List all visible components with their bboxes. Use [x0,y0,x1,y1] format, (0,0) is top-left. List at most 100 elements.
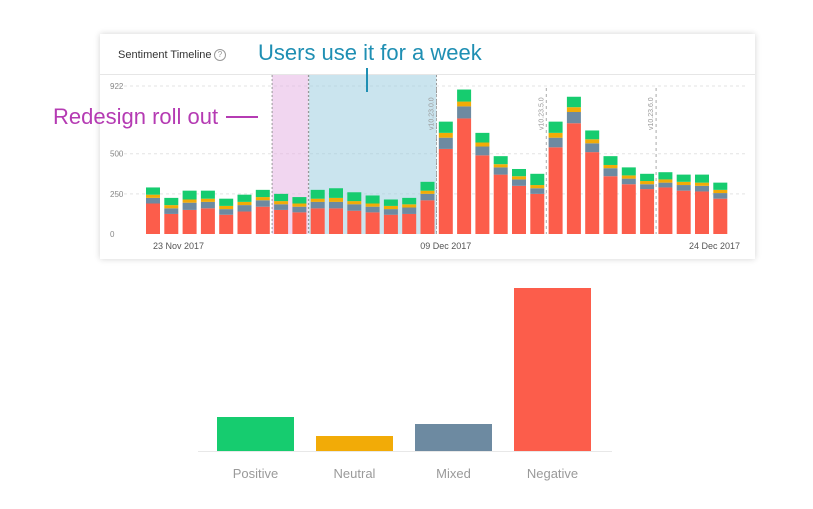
bar-segment-mixed [164,208,179,214]
y-tick-label: 250 [110,190,124,199]
bar-segment-positive [420,181,435,191]
bar-segment-neutral [164,205,179,209]
bar-segment-mixed [493,167,508,175]
bar-segment-mixed [200,201,215,209]
version-marker-label: v10.23.5.0 [538,97,545,130]
bar-segment-mixed [383,209,398,215]
bar-segment-neutral [255,197,270,201]
annotation-redesign: Redesign roll out [53,104,219,129]
bar-segment-negative [512,185,526,234]
bar-segment-positive [274,193,289,202]
bar-segment-negative [695,191,709,234]
bar-segment-neutral [676,181,691,186]
bar-segment-neutral [274,201,289,205]
bar-segment-neutral [695,182,709,186]
bar-segment-positive [548,121,563,133]
summary-category-label: Negative [527,466,578,481]
bar-segment-mixed [402,207,417,214]
bar-segment-mixed [603,168,618,177]
bar-segment-negative [475,155,490,234]
x-tick-label: 23 Nov 2017 [153,241,204,251]
bar-segment-negative [365,212,380,234]
bar-segment-negative [438,148,453,234]
bar-segment-mixed [255,200,270,207]
bar-segment-positive [200,190,215,199]
bar-segment-mixed [621,178,636,185]
bar-segment-neutral [438,132,453,138]
bar-segment-neutral [182,199,197,203]
summary-bar-negative [514,288,591,451]
bar-segment-positive [237,194,252,202]
card-header: Sentiment Timeline ? [100,34,755,75]
bar-segment-neutral [566,107,581,113]
bar-segment-mixed [548,137,563,148]
bar-segment-positive [457,89,472,102]
bar-segment-negative [347,210,362,234]
bar-segment-positive [255,189,270,198]
bar-segment-neutral [146,194,160,198]
bar-segment-mixed [219,209,234,215]
bar-segment-mixed [530,188,545,194]
bar-segment-positive [530,173,545,186]
bar-segment-neutral [402,204,417,208]
bar-segment-negative [530,193,545,234]
bar-segment-mixed [329,201,343,209]
bar-segment-positive [512,168,526,177]
y-tick-label: 922 [110,82,124,91]
bar-segment-mixed [420,193,435,201]
bar-segment-neutral [713,189,728,194]
bar-segment-positive [329,188,343,198]
bar-segment-positive [493,156,508,165]
bar-segment-mixed [310,201,325,209]
bar-segment-negative [146,203,160,234]
bar-segment-positive [310,189,325,199]
bar-segment-mixed [365,206,380,213]
bar-segment-positive [566,96,581,108]
summary-bar-mixed [415,424,492,451]
bar-segment-positive [640,173,655,182]
bar-segment-mixed [146,197,160,204]
bar-segment-mixed [347,204,362,211]
bar-segment-negative [566,123,581,234]
bar-segment-negative [383,214,398,234]
bar-segment-negative [658,187,673,234]
bar-segment-negative [585,152,600,234]
bar-segment-positive [676,174,691,182]
bar-segment-neutral [658,179,673,183]
summary-category-label: Positive [233,466,279,481]
bar-segment-mixed [695,185,709,192]
bar-segment-positive [585,130,600,140]
bar-segment-positive [182,190,197,200]
bar-segment-negative [164,213,179,234]
y-tick-label: 0 [110,230,115,239]
summary-category-label: Mixed [436,466,471,481]
bar-segment-positive [365,195,380,204]
bar-segment-negative [237,211,252,234]
bar-segment-neutral [493,164,508,168]
bar-segment-negative [493,174,508,234]
bar-segment-negative [200,208,215,234]
bar-segment-positive [713,182,728,190]
x-tick-label: 24 Dec 2017 [689,241,740,251]
bar-segment-negative [548,147,563,234]
bar-segment-negative [329,208,343,234]
bar-segment-neutral [475,142,490,147]
bar-segment-mixed [457,106,472,119]
bar-segment-mixed [566,112,581,124]
bar-segment-positive [475,132,490,143]
bar-segment-positive [695,174,709,183]
version-marker-label: v10.23.0.0 [429,97,436,130]
bar-segment-negative [713,198,728,234]
x-tick-label: 09 Dec 2017 [420,241,471,251]
bar-segment-mixed [658,182,673,188]
bar-segment-positive [347,192,362,202]
summary-bar-positive [217,417,294,451]
bar-segment-neutral [530,185,545,189]
question-circle-icon[interactable]: ? [214,49,226,61]
bar-segment-negative [182,209,197,234]
bar-segment-mixed [676,185,691,191]
bar-segment-mixed [182,202,197,210]
bar-segment-neutral [292,203,307,207]
bar-segment-mixed [640,184,655,190]
bar-segment-negative [603,176,618,234]
